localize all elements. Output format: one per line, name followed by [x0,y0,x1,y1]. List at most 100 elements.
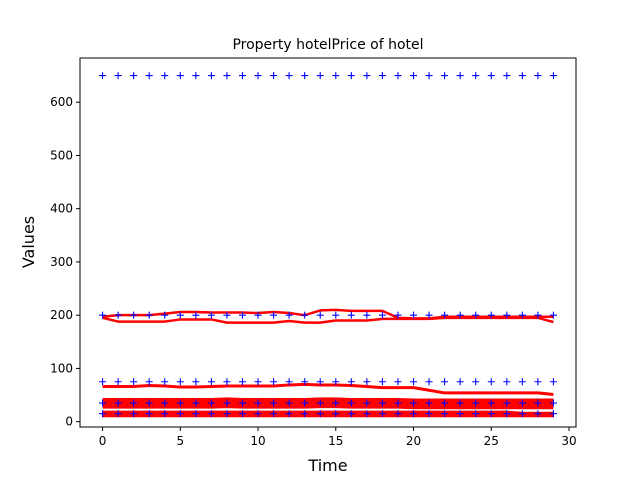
marker-point [301,311,309,319]
marker-point [487,72,495,80]
marker-point [114,399,122,407]
marker-point [347,311,355,319]
marker-point [238,378,246,386]
marker-point [549,311,557,319]
marker-point [456,399,464,407]
marker-point [99,399,107,407]
marker-point [549,410,557,418]
marker-point [285,311,293,319]
marker-point [254,311,262,319]
marker-point [394,311,402,319]
marker-point [394,410,402,418]
marker-series-4 [99,399,557,407]
marker-point [441,72,449,80]
marker-point [207,399,215,407]
marker-point [534,399,542,407]
marker-point [285,72,293,80]
marker-point [456,311,464,319]
marker-point [270,311,278,319]
marker-series-1 [99,72,557,80]
marker-point [332,410,340,418]
marker-point [472,72,480,80]
marker-point [410,311,418,319]
marker-point [114,378,122,386]
plot-area [99,72,557,418]
marker-point [363,311,371,319]
marker-point [441,378,449,386]
line-series-4 [102,397,554,406]
marker-point [363,72,371,80]
marker-point [394,72,402,80]
marker-point [518,378,526,386]
marker-point [223,399,231,407]
marker-point [332,378,340,386]
marker-point [518,72,526,80]
x-tick-label: 0 [99,434,107,448]
marker-point [425,399,433,407]
marker-point [130,378,138,386]
marker-point [192,399,200,407]
y-tick-label: 400 [50,202,73,216]
y-tick-label: 100 [50,361,73,375]
marker-point [238,410,246,418]
marker-point [285,378,293,386]
marker-point [487,378,495,386]
marker-point [145,399,153,407]
marker-point [549,399,557,407]
marker-point [472,378,480,386]
x-tick-label: 5 [176,434,184,448]
marker-point [441,399,449,407]
marker-point [270,72,278,80]
marker-point [145,378,153,386]
x-tick-label: 20 [406,434,421,448]
marker-point [130,410,138,418]
y-tick-label: 0 [65,415,73,429]
marker-point [223,410,231,418]
marker-point [285,399,293,407]
marker-point [130,72,138,80]
marker-point [223,378,231,386]
marker-point [332,311,340,319]
marker-point [99,378,107,386]
marker-point [549,378,557,386]
marker-point [161,311,169,319]
marker-point [332,399,340,407]
marker-point [410,378,418,386]
marker-point [503,72,511,80]
x-axis-label: Time [307,456,347,475]
marker-point [270,378,278,386]
marker-point [254,399,262,407]
marker-point [254,410,262,418]
marker-point [394,378,402,386]
marker-point [192,410,200,418]
marker-point [176,399,184,407]
marker-series-2 [99,311,557,319]
marker-point [238,72,246,80]
marker-series-5 [99,410,557,418]
marker-point [503,378,511,386]
marker-point [472,410,480,418]
marker-point [238,399,246,407]
marker-point [161,410,169,418]
marker-point [347,378,355,386]
marker-point [130,311,138,319]
marker-point [534,72,542,80]
marker-point [425,378,433,386]
marker-point [347,399,355,407]
marker-point [301,378,309,386]
marker-point [270,399,278,407]
marker-point [347,72,355,80]
marker-point [347,410,355,418]
marker-point [378,311,386,319]
marker-point [472,311,480,319]
marker-point [503,311,511,319]
marker-point [487,311,495,319]
marker-point [378,72,386,80]
marker-point [223,72,231,80]
marker-point [176,410,184,418]
marker-point [285,410,293,418]
y-tick-label: 500 [50,148,73,162]
y-axis-label: Values [19,216,38,268]
marker-point [534,410,542,418]
